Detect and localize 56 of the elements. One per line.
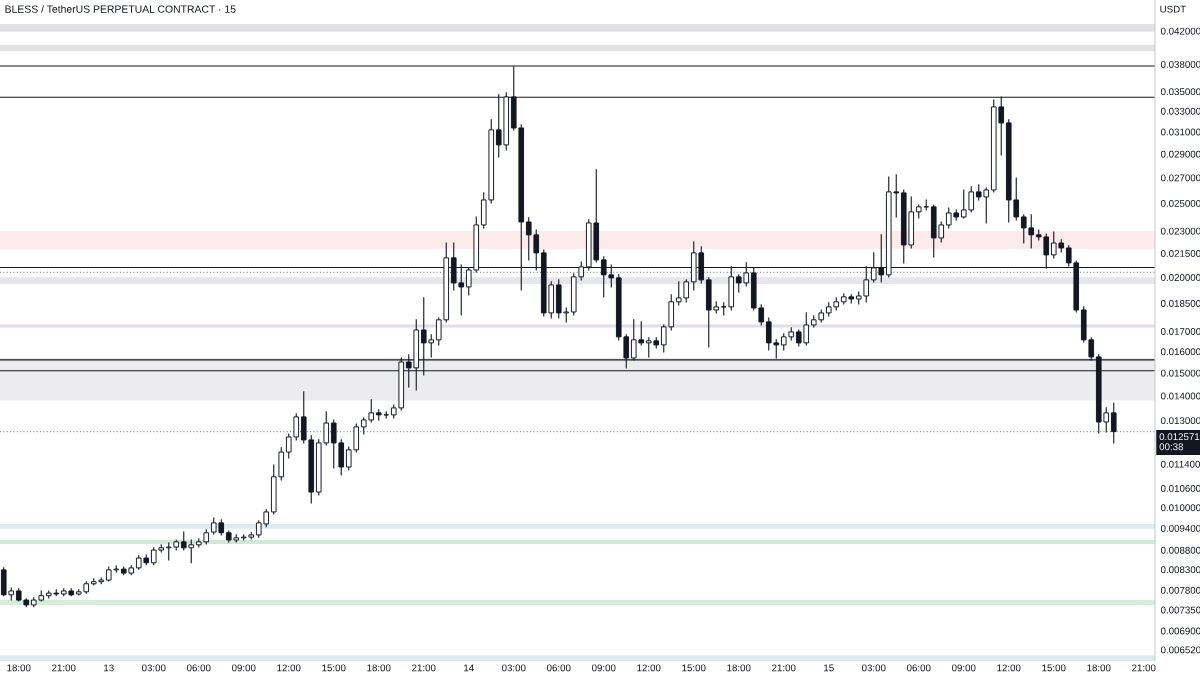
x-tick-label: 06:00: [546, 664, 571, 672]
y-tick-label: 0.018500: [1160, 299, 1200, 307]
x-tick-label: 18:00: [1087, 664, 1111, 672]
y-tick-label: 0.008300: [1160, 566, 1200, 574]
y-tick-label: 0.038000: [1160, 60, 1200, 68]
y-tick-label: 0.010000: [1160, 504, 1200, 512]
x-tick-label: 03:00: [141, 664, 166, 672]
y-tick-label: 0.031000: [1160, 128, 1200, 136]
y-tick-label: 0.009400: [1160, 524, 1200, 532]
y-tick-label: 0.025000: [1160, 199, 1200, 207]
y-tick-label: 0.020000: [1160, 274, 1200, 281]
y-tick-label: 0.010600: [1160, 484, 1200, 492]
y-tick-label: 0.029000: [1160, 150, 1200, 158]
x-tick-label: 15:00: [682, 664, 706, 672]
x-tick-label: 15: [824, 664, 834, 672]
x-tick-label: 03:00: [501, 664, 526, 672]
y-tick-label: 0.027000: [1160, 174, 1200, 182]
y-tick-label: 0.021500: [1160, 250, 1200, 257]
x-tick-label: 06:00: [906, 664, 931, 672]
y-tick-label: 0.023000: [1160, 227, 1200, 235]
x-tick-label: 21:00: [1132, 664, 1156, 672]
y-tick-label: 0.014000: [1160, 392, 1200, 400]
y-tick-label: 0.007800: [1160, 586, 1200, 594]
y-tick-label: 0.016000: [1160, 348, 1200, 356]
x-tick-label: 21:00: [412, 664, 436, 672]
x-tick-label: 18:00: [727, 664, 751, 672]
chart-title: BLESS / TetherUS PERPETUAL CONTRACT · 15: [5, 5, 236, 13]
x-tick-label: 18:00: [7, 664, 31, 672]
y-tick-label: 0.017000: [1160, 328, 1200, 335]
x-tick-label: 15:00: [1042, 664, 1066, 672]
y-tick-label: 0.008800: [1160, 546, 1200, 554]
x-tick-label: 03:00: [861, 664, 886, 672]
y-tick-label: 0.007350: [1160, 606, 1200, 614]
x-tick-label: 13: [104, 664, 114, 672]
x-tick-label: 09:00: [591, 664, 616, 672]
x-tick-label: 06:00: [186, 664, 211, 672]
y-tick-label: 0.013000: [1160, 417, 1200, 425]
x-tick-label: 09:00: [951, 664, 976, 672]
y-tick-label: 0.011400: [1160, 460, 1200, 468]
y-tick-label: 0.006520: [1160, 646, 1200, 654]
y-tick-label: 0.042000: [1160, 27, 1200, 35]
x-tick-label: 21:00: [772, 664, 796, 672]
x-tick-label: 14: [464, 664, 474, 672]
y-tick-label: 0.015000: [1160, 369, 1200, 377]
y-tick-label: 0.006900: [1160, 627, 1200, 635]
x-tick-label: 09:00: [231, 664, 256, 672]
x-tick-label: 18:00: [367, 664, 391, 672]
x-tick-label: 15:00: [322, 664, 346, 672]
y-tick-label: 0.035000: [1160, 88, 1200, 96]
ref-line-label: 0.012571 00:38: [1159, 433, 1200, 451]
x-tick-label: 12:00: [277, 664, 301, 672]
x-tick-label: 21:00: [52, 664, 76, 672]
x-tick-label: 12:00: [997, 664, 1021, 672]
x-tick-label: 12:00: [637, 664, 661, 672]
y-tick-label: 0.033000: [1160, 107, 1200, 115]
y-axis-title: USDT: [1160, 5, 1186, 13]
